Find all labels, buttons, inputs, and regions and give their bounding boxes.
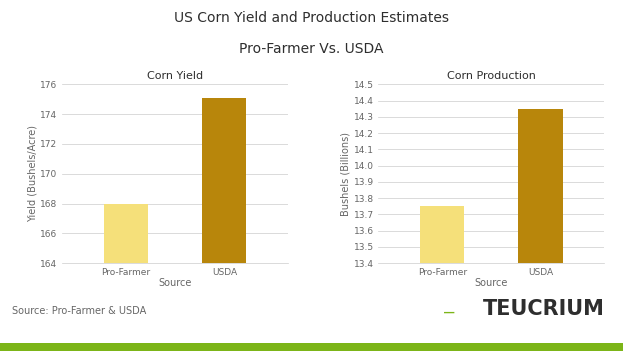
Bar (104, 204, 148, 351)
Y-axis label: Yield (Bushels/Acre): Yield (Bushels/Acre) (27, 125, 37, 222)
Text: TEUCRIUM: TEUCRIUM (482, 299, 604, 319)
Text: Pro-Farmer Vs. USDA: Pro-Farmer Vs. USDA (239, 42, 384, 56)
Bar (420, 206, 464, 351)
X-axis label: Source: Source (158, 278, 192, 289)
Text: US Corn Yield and Production Estimates: US Corn Yield and Production Estimates (174, 11, 449, 25)
X-axis label: Source: Source (475, 278, 508, 289)
Bar (202, 98, 247, 351)
Title: Corn Yield: Corn Yield (147, 71, 203, 81)
Text: Source: Pro-Farmer & USDA: Source: Pro-Farmer & USDA (12, 306, 146, 316)
Text: ―: ― (444, 308, 454, 318)
Bar (518, 109, 563, 351)
Title: Corn Production: Corn Production (447, 71, 536, 81)
Y-axis label: Bushels (Billions): Bushels (Billions) (341, 132, 351, 216)
